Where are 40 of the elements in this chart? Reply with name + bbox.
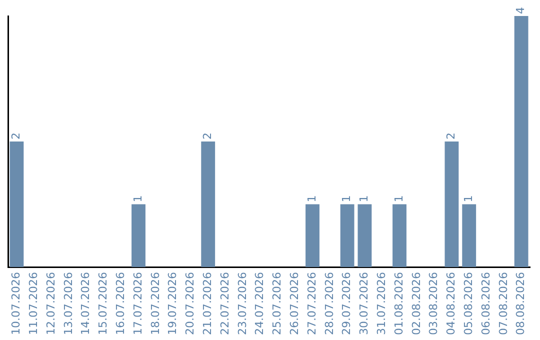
x-tick-label: 24.07.2026: [253, 272, 266, 336]
x-tick-label: 05.08.2026: [462, 272, 475, 336]
x-tick-label: 20.07.2026: [184, 272, 197, 336]
data-label: 2: [10, 132, 23, 140]
data-label: 1: [392, 195, 406, 202]
x-tick-label: 07.08.2026: [496, 272, 510, 336]
x-tick-label: 10.07.2026: [10, 272, 23, 336]
data-label: 2: [444, 132, 458, 140]
x-tick-label: 17.07.2026: [131, 272, 144, 336]
x-tick-label: 18.07.2026: [148, 272, 162, 336]
x-tick-label: 12.07.2026: [44, 272, 58, 336]
data-label: 4: [514, 7, 528, 14]
x-tick-label: 08.08.2026: [514, 272, 528, 336]
x-tick-label: 30.07.2026: [358, 272, 371, 336]
x-tick-label: 15.07.2026: [96, 272, 110, 336]
x-tick-label: 19.07.2026: [166, 272, 180, 336]
x-tick-label: 14.07.2026: [79, 272, 92, 336]
x-tick-label: 11.07.2026: [26, 272, 40, 336]
data-label: 1: [305, 195, 318, 202]
x-tick-label: 29.07.2026: [340, 272, 354, 336]
x-tick-label: 04.08.2026: [444, 272, 458, 336]
data-label: 1: [340, 195, 354, 202]
x-tick-label: 25.07.2026: [270, 272, 284, 336]
x-tick-label: 22.07.2026: [218, 272, 232, 336]
data-label: 1: [131, 195, 144, 202]
x-tick-label: 23.07.2026: [236, 272, 249, 336]
x-tick-label: 28.07.2026: [322, 272, 336, 336]
data-label: 1: [462, 195, 475, 202]
x-tick-label: 27.07.2026: [305, 272, 318, 336]
x-tick-label: 03.08.2026: [427, 272, 440, 336]
data-label: 2: [200, 132, 214, 140]
x-tick-label: 26.07.2026: [288, 272, 301, 336]
data-label: 1: [358, 195, 371, 202]
x-tick-label: 02.08.2026: [410, 272, 423, 336]
x-tick-label: 21.07.2026: [200, 272, 214, 336]
x-tick-label: 01.08.2026: [392, 272, 406, 336]
x-tick-label: 16.07.2026: [114, 272, 127, 336]
x-tick-label: 06.08.2026: [479, 272, 492, 336]
x-tick-label: 31.07.2026: [374, 272, 388, 336]
x-tick-label: 13.07.2026: [62, 272, 75, 336]
